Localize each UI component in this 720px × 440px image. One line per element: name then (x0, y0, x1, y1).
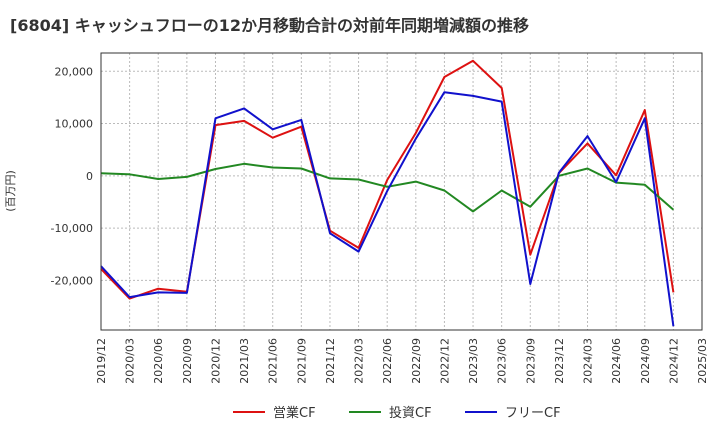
x-tick-label: 2021/12 (324, 338, 337, 384)
plot-area (101, 53, 702, 330)
x-tick-label: 2021/03 (238, 338, 251, 384)
series-line-2 (100, 162, 675, 213)
x-tick-label: 2025/03 (696, 338, 709, 384)
x-tick-label: 2024/03 (582, 338, 595, 384)
x-tick-label: 2020/03 (124, 338, 137, 384)
x-tick-label: 2022/03 (353, 338, 366, 384)
x-tick-label: 2019/12 (95, 338, 108, 384)
x-tick-label: 2022/09 (410, 338, 423, 384)
y-tick-label: 20,000 (55, 65, 94, 78)
y-axis-label: (百万円) (4, 170, 17, 212)
x-tick-label: 2020/09 (181, 338, 194, 384)
x-tick-label: 2021/06 (267, 338, 280, 384)
chart-title: [6804] キャッシュフローの12か月移動合計の対前年同期増減額の推移 (10, 16, 529, 35)
x-tick-label: 2024/06 (610, 338, 623, 384)
x-tick-label: 2024/09 (639, 338, 652, 384)
legend: 営業CF 投資CF フリーCF (233, 405, 561, 421)
x-tick-label: 2024/12 (667, 338, 680, 384)
x-tick-label: 2023/09 (524, 338, 537, 384)
x-tick-label: 2023/06 (496, 338, 509, 384)
plot-frame (100, 52, 703, 331)
legend-label: 営業CF (273, 405, 316, 421)
x-tick-label: 2020/12 (209, 338, 222, 384)
series-line-3 (100, 91, 675, 327)
x-tick-label: 2023/03 (467, 338, 480, 384)
legend-label: フリーCF (505, 406, 561, 421)
x-tick-label: 2020/06 (152, 338, 165, 384)
y-tick-label: -10,000 (51, 222, 93, 235)
y-axis-ticks: 20,000 10,000 0 -10,000 -20,000 (51, 65, 93, 287)
x-axis-ticks: 2019/12 2020/03 2020/06 2020/09 2020/12 2021/… (95, 338, 709, 384)
x-tick-label: 2022/06 (381, 338, 394, 384)
series-lines (100, 59, 675, 327)
x-tick-label: 2023/12 (553, 338, 566, 384)
legend-label: 投資CF (389, 405, 432, 421)
x-tick-label: 2022/12 (438, 338, 451, 384)
y-tick-label: 0 (86, 170, 93, 183)
x-tick-label: 2021/09 (295, 338, 308, 384)
y-tick-label: 10,000 (55, 118, 94, 131)
y-tick-label: -20,000 (51, 274, 93, 287)
